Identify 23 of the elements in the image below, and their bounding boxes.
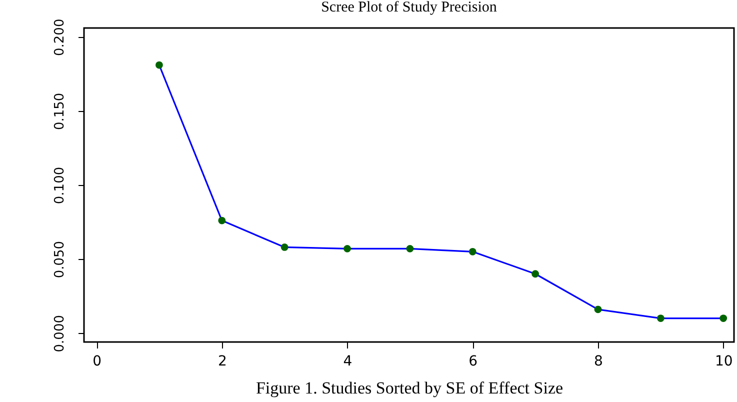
y-tick-label: 0.200: [52, 18, 68, 56]
point: [656, 314, 664, 322]
point: [594, 306, 602, 314]
x-tick-label: 8: [594, 354, 603, 370]
point: [156, 61, 163, 69]
x-tick-label: 2: [218, 354, 227, 370]
point: [468, 248, 476, 256]
point: [344, 244, 351, 252]
chart-title: Scree Plot of Study Precision: [321, 0, 498, 16]
point: [406, 244, 414, 252]
y-tick-label: 0.000: [52, 315, 68, 352]
y-tick-label: 0.050: [52, 240, 68, 278]
point: [532, 270, 540, 278]
x-tick-label: 0: [92, 354, 102, 370]
x-tick-label: 6: [468, 354, 478, 370]
x-axis-title: Figure 1. Studies Sorted by SE of Effect Size: [256, 378, 564, 398]
x-tick-label: 4: [343, 354, 352, 370]
point: [218, 216, 226, 224]
x-tick-label: 10: [714, 354, 733, 370]
y-tick-label: 0.150: [52, 92, 68, 130]
point: [720, 314, 728, 322]
point: [280, 244, 288, 251]
y-tick-label: 0.100: [52, 166, 68, 204]
